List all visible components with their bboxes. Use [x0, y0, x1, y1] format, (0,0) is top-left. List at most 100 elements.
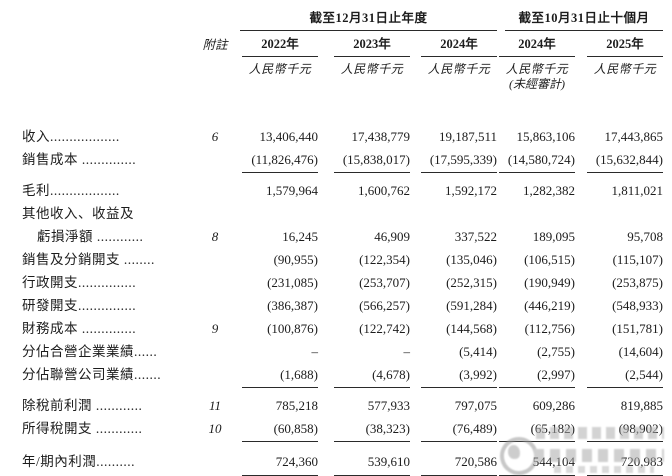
notes-column-header: 附註: [202, 38, 228, 52]
table-row-profit-before-tax: 除稅前利潤 ............ 11 785,218 577,933 79…: [22, 394, 663, 417]
value-cell: [410, 202, 497, 225]
row-label: 分佔合營企業業績......: [22, 344, 158, 359]
unit-cell: 人民幣千元: [497, 61, 575, 77]
value-cell: 16,245: [282, 229, 318, 244]
year-header-row: 附註 2022年 2023年 2024年 2024年 2025年: [22, 36, 663, 57]
value-cell: (3,992): [410, 363, 497, 388]
note-cell: [190, 340, 240, 363]
table-row-rd-expenses: 研發開支............... (386,387) (566,257) …: [22, 294, 663, 317]
value-cell: 1,811,021: [611, 183, 663, 198]
value-cell: (591,284): [446, 298, 497, 313]
value-cell: (15,838,017): [318, 148, 410, 173]
row-label: 研發開支...............: [22, 298, 137, 313]
value-cell: 1,600,762: [358, 183, 410, 198]
unit-row: 人民幣千元 人民幣千元 人民幣千元 人民幣千元 人民幣千元: [22, 61, 663, 77]
value-cell: (253,875): [612, 275, 663, 290]
spacer: [410, 77, 497, 92]
value-cell: (446,219): [524, 298, 575, 313]
value-cell: 15,863,106: [516, 129, 576, 144]
value-cell: (76,489): [410, 417, 497, 442]
table-row-share-joint-ventures: 分佔合營企業業績...... – – (5,414) (2,755) (14,6…: [22, 340, 663, 363]
note-cell: 11: [208, 398, 222, 413]
row-label: 銷售成本 ..............: [22, 152, 137, 167]
note-cell: [190, 271, 240, 294]
group-header-annual-label: 截至12月31日止年度: [240, 10, 497, 31]
value-cell: (2,755): [537, 344, 575, 359]
value-cell: (100,876): [267, 321, 318, 336]
year-header-cell: 2024年: [410, 36, 497, 57]
value-cell: (190,949): [524, 275, 575, 290]
value-cell: [575, 202, 663, 225]
value-cell: (5,414): [459, 344, 497, 359]
value-cell: 19,187,511: [438, 129, 497, 144]
row-label: 財務成本 ..............: [22, 321, 137, 336]
value-cell: 720,983: [575, 450, 663, 476]
note-cell: [190, 450, 240, 476]
value-cell: (17,595,339): [410, 148, 497, 173]
note-cell: 10: [208, 421, 222, 436]
value-cell: (253,707): [359, 275, 410, 290]
spacer: [190, 10, 240, 31]
year-header-cell: 2023年: [318, 36, 410, 57]
value-cell: 1,579,964: [266, 183, 318, 198]
table-body: 收入.................. 6 13,406,440 17,438…: [22, 125, 663, 476]
value-cell: [497, 202, 575, 225]
row-label: 所得稅開支 ............: [22, 421, 143, 436]
row-label: 行政開支...............: [22, 275, 137, 290]
value-cell: 1,592,172: [445, 183, 497, 198]
unit-cell: 人民幣千元: [575, 61, 663, 77]
row-label: 除稅前利潤 ............: [22, 398, 143, 413]
value-cell: 189,095: [532, 229, 575, 244]
spacer: [190, 77, 240, 92]
spacer: [575, 77, 663, 92]
spacer: [318, 77, 410, 92]
row-label: 年/期內利潤..........: [22, 454, 136, 469]
note-cell: [190, 248, 240, 271]
value-cell: 13,406,440: [259, 129, 319, 144]
year-2025-label: 2025年: [587, 36, 663, 57]
value-cell: (1,688): [240, 363, 318, 388]
note-cell: [190, 363, 240, 388]
note-cell: 6: [211, 129, 219, 144]
table-row-admin-expenses: 行政開支............... (231,085) (253,707) …: [22, 271, 663, 294]
group-header-ten-months-label: 截至10月31日止十個月: [505, 10, 663, 31]
unit-label: 人民幣千元: [427, 62, 491, 76]
value-cell: –: [311, 344, 319, 359]
spacer: [240, 77, 318, 92]
value-cell: (566,257): [359, 298, 410, 313]
value-cell: (98,902): [575, 417, 663, 442]
table-row-share-associates: 分佔聯營公司業績....... (1,688) (4,678) (3,992) …: [22, 363, 663, 388]
value-cell: [318, 202, 410, 225]
row-label: 其他收入、收益及: [22, 206, 134, 221]
value-cell: (144,568): [446, 321, 497, 336]
value-cell: (14,580,724): [497, 148, 575, 173]
value-cell: 720,586: [410, 450, 497, 476]
year-header-cell: 2022年: [240, 36, 318, 57]
value-cell: [240, 202, 318, 225]
year-2023-label: 2023年: [334, 36, 410, 57]
value-cell: (231,085): [267, 275, 318, 290]
unit-cell: 人民幣千元: [240, 61, 318, 77]
value-cell: (252,315): [446, 275, 497, 290]
unaudited-row: (未經審計): [22, 77, 663, 92]
group-header-ten-months: 截至10月31日止十個月: [497, 10, 663, 31]
income-statement-table: 截至12月31日止年度 截至10月31日止十個月 附註 2022年 2023年 …: [22, 8, 663, 476]
value-cell: (11,826,476): [240, 148, 318, 173]
unaudited-cell: (未經審計): [497, 77, 575, 92]
note-cell: 8: [211, 229, 219, 244]
value-cell: (122,354): [359, 252, 410, 267]
value-cell: (151,781): [612, 321, 663, 336]
group-header-annual: 截至12月31日止年度: [240, 10, 497, 31]
year-2024-label: 2024年: [421, 36, 497, 57]
table-row-other-income-line1: 其他收入、收益及: [22, 202, 663, 225]
value-cell: (15,632,844): [575, 148, 663, 173]
value-cell: (65,182): [497, 417, 575, 442]
row-label: 分佔聯營公司業績.......: [22, 367, 162, 382]
value-cell: 46,909: [374, 229, 410, 244]
value-cell: 609,286: [532, 398, 575, 413]
table-row-cost-of-sales: 銷售成本 .............. (11,826,476) (15,838…: [22, 148, 663, 173]
period-group-header-row: 截至12月31日止年度 截至10月31日止十個月: [22, 8, 663, 31]
value-cell: (135,046): [446, 252, 497, 267]
value-cell: 1,282,382: [523, 183, 575, 198]
